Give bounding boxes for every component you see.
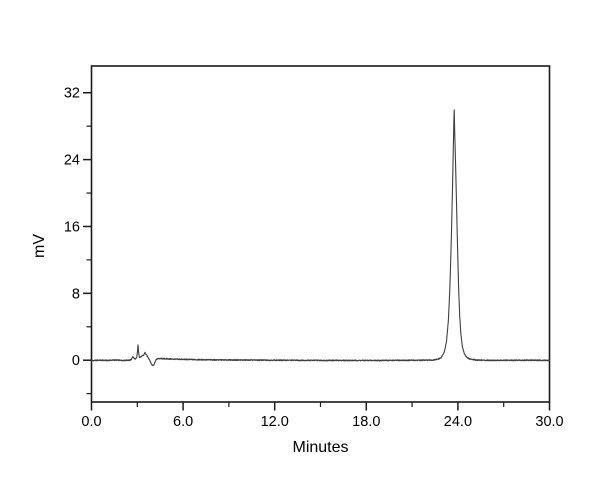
chromatogram-trace: [90, 109, 551, 367]
y-axis-title: mV: [31, 234, 48, 258]
x-tick-label: 18.0: [352, 414, 380, 430]
x-tick-label: 24.0: [444, 414, 472, 430]
x-tick-label: 6.0: [173, 414, 193, 430]
x-tick-label: 12.0: [261, 414, 289, 430]
axis-ticks: 0.0 6.0 12.0 18.0 24.0 30.0 0 8 16 24 32: [64, 86, 564, 430]
y-tick-label: 32: [64, 86, 80, 102]
y-tick-label: 16: [64, 219, 80, 235]
plot-frame: [90, 65, 551, 403]
y-tick-label: 24: [64, 153, 80, 169]
x-tick-label: 30.0: [535, 414, 563, 430]
trace-layer: [90, 109, 551, 367]
y-tick-label: 0: [72, 353, 80, 369]
x-tick-label: 0.0: [81, 414, 101, 430]
y-tick-label: 8: [72, 286, 80, 302]
x-axis-title: Minutes: [292, 439, 348, 456]
